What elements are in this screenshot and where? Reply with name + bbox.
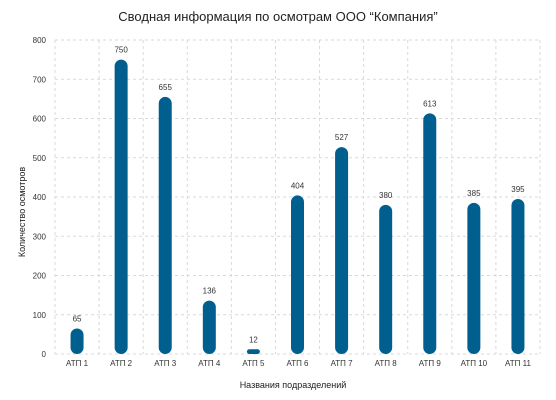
x-tick-label: АТП 8 <box>375 359 398 368</box>
data-label: 655 <box>159 83 173 92</box>
bar <box>246 349 260 354</box>
y-tick-label: 800 <box>33 36 47 45</box>
bar <box>335 147 349 354</box>
data-label: 613 <box>423 99 437 108</box>
y-tick-label: 600 <box>33 115 47 124</box>
data-label: 65 <box>73 314 82 323</box>
chart-title: Сводная информация по осмотрам ООО “Комп… <box>118 9 438 24</box>
bar <box>202 300 216 354</box>
y-tick-label: 100 <box>33 311 47 320</box>
x-tick-label: АТП 2 <box>110 359 133 368</box>
y-tick-label: 400 <box>33 193 47 202</box>
x-tick-label: АТП 3 <box>154 359 177 368</box>
y-tick-label: 0 <box>42 350 47 359</box>
bar <box>379 204 393 354</box>
data-label: 750 <box>114 46 128 55</box>
data-label: 12 <box>249 335 258 344</box>
y-tick-label: 200 <box>33 272 47 281</box>
x-tick-label: АТП 4 <box>198 359 221 368</box>
bar <box>423 113 437 355</box>
data-label: 395 <box>511 185 525 194</box>
x-tick-label: АТП 11 <box>505 359 531 368</box>
bar <box>70 328 84 354</box>
y-tick-labels: 0 100 200 300 400 500 600 700 800 <box>33 36 47 359</box>
y-tick-label: 700 <box>33 75 47 84</box>
bars <box>70 59 525 355</box>
bar <box>511 198 525 354</box>
y-tick-label: 500 <box>33 154 47 163</box>
data-label: 136 <box>203 287 217 296</box>
x-tick-label: АТП 1 <box>66 359 89 368</box>
x-tick-label: АТП 7 <box>331 359 354 368</box>
x-tick-label: АТП 10 <box>461 359 488 368</box>
data-label: 404 <box>291 181 305 190</box>
bar <box>114 59 128 354</box>
x-axis-label: Названия подразделений <box>239 380 347 390</box>
bar <box>467 202 481 354</box>
y-tick-label: 300 <box>33 232 47 241</box>
x-tick-label: АТП 6 <box>286 359 309 368</box>
bar <box>158 96 172 354</box>
x-tick-label: АТП 9 <box>419 359 442 368</box>
data-label: 385 <box>467 189 481 198</box>
data-label: 380 <box>379 191 393 200</box>
x-tick-labels: АТП 1 АТП 2 АТП 3 АТП 4 АТП 5 АТП 6 АТП 7 АТП 8… <box>66 359 531 368</box>
value-labels: 65 750 655 136 12 404 527 380 613 385 395 <box>73 46 526 345</box>
data-label: 527 <box>335 133 349 142</box>
bar <box>291 195 304 354</box>
x-tick-label: АТП 5 <box>242 359 265 368</box>
